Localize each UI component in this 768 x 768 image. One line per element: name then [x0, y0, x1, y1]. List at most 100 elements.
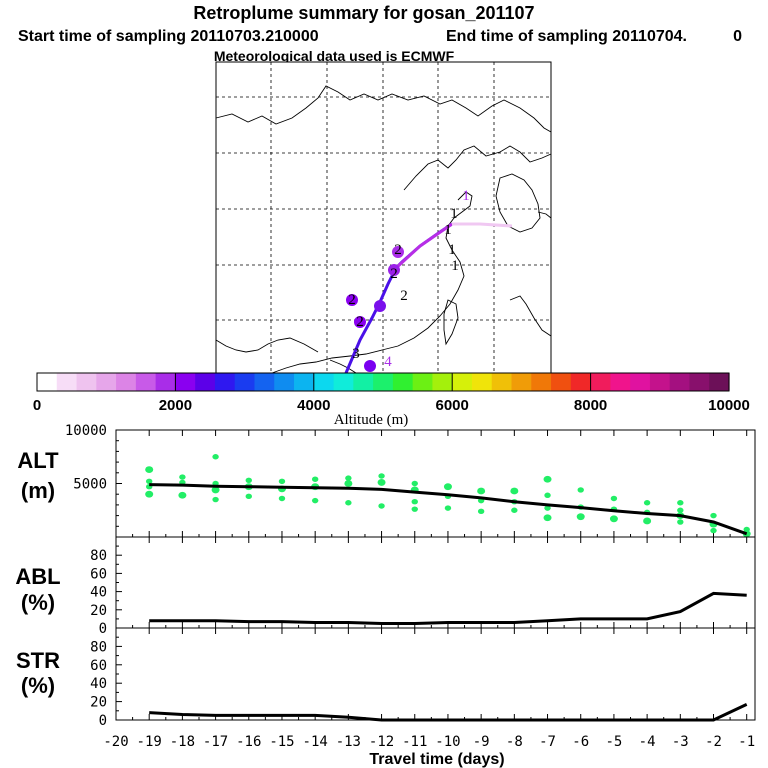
alt-point — [245, 477, 252, 484]
alt-point — [710, 527, 717, 534]
alt-point — [576, 513, 585, 521]
colorbar-cell — [630, 373, 651, 391]
colorbar-tick-label: 4000 — [297, 397, 330, 414]
colorbar-cell — [491, 373, 513, 391]
trajectory-marker — [388, 264, 400, 276]
panel-unit-label: (%) — [21, 590, 55, 615]
alt-point — [411, 480, 418, 487]
colorbar-cell — [709, 373, 730, 391]
x-tick-label: -18 — [170, 734, 195, 750]
colorbar-cell — [432, 373, 453, 391]
panel-label: ALT — [17, 448, 59, 473]
colorbar-cell — [135, 373, 157, 391]
x-tick-label: -9 — [473, 734, 490, 750]
trajectory-point-label: 1 — [450, 206, 458, 222]
colorbar-tick-label: 8000 — [574, 397, 607, 414]
panel-alt: ALT (m) 10000 5000 — [17, 423, 756, 538]
x-tick-label: -6 — [572, 734, 589, 750]
colorbar-cells — [37, 373, 730, 391]
end-time-label: End time of sampling 20110704. — [446, 28, 687, 45]
alt-point — [710, 512, 717, 519]
colorbar-tick-label: 0 — [33, 397, 41, 414]
alt-point — [179, 474, 186, 480]
colorbar-cell — [333, 373, 354, 391]
alt-point — [178, 491, 187, 499]
trajectory-marker — [364, 360, 376, 372]
colorbar-cell — [452, 373, 473, 391]
alt-mean-line — [149, 483, 748, 536]
panel-abl: ABL(%) 0 20 40 60 80 — [15, 536, 756, 637]
trajectory-marker — [354, 316, 366, 328]
x-tick-label: -19 — [137, 734, 162, 750]
colorbar-cell — [590, 373, 611, 391]
trajectory-point-label: 2 — [394, 242, 402, 258]
alt-point — [477, 508, 485, 515]
alt-point — [145, 466, 154, 473]
altitude-colorbar: 0 2000 4000 6000 8000 10000 Altitude (m) — [33, 372, 750, 428]
alt-point — [411, 498, 418, 505]
alt-point — [543, 514, 552, 522]
alt-point — [378, 473, 385, 479]
panel-unit-label: (%) — [21, 673, 55, 698]
trajectory-point-label: 1 — [448, 242, 456, 258]
alt-point — [477, 487, 486, 495]
alt-point — [212, 496, 219, 503]
colorbar-tick-label: 2000 — [159, 397, 192, 414]
alt-point — [378, 503, 385, 509]
colorbar-cell — [175, 373, 196, 391]
colorbar-cell — [195, 373, 216, 391]
alt-point — [443, 483, 452, 491]
x-tick-label: -3 — [672, 734, 689, 750]
colorbar-cell — [669, 373, 691, 391]
alt-point — [211, 486, 220, 494]
alt-point — [311, 497, 319, 504]
panel-label: ABL — [15, 564, 60, 589]
alt-point — [511, 507, 518, 513]
colorbar-cell — [234, 373, 256, 391]
panel-label: STR — [16, 648, 60, 673]
trajectory-point-label: 3 — [352, 346, 360, 362]
colorbar-cell — [471, 373, 493, 391]
colorbar-cell — [254, 373, 275, 391]
trajectory-marker — [346, 294, 358, 306]
alt-point — [510, 487, 519, 495]
colorbar-cell — [155, 373, 176, 391]
x-tick-label: -10 — [435, 734, 460, 750]
alt-point — [677, 500, 684, 506]
colorbar-cell — [116, 373, 137, 391]
colorbar-cell — [274, 373, 295, 391]
colorbar-cell — [531, 373, 552, 391]
alt-point — [245, 493, 252, 500]
map-frame — [215, 61, 552, 374]
trajectory-marker — [392, 246, 404, 258]
time-series-panels: ALT(m)100005000ABL(%)020406080STR(%)0204… — [15, 423, 756, 768]
x-tick-label: -12 — [369, 734, 394, 750]
y-tick-label: 20 — [90, 695, 107, 711]
trajectory-point-label: 1 — [462, 188, 470, 204]
y-tick-label: 60 — [90, 566, 107, 582]
x-tick-label: -16 — [236, 734, 261, 750]
alt-point — [677, 519, 684, 525]
alt-point — [677, 507, 684, 513]
colorbar-cell — [649, 373, 671, 391]
trajectory-point-label: 2 — [400, 288, 408, 304]
figure-title: Retroplume summary for gosan_201107 — [193, 3, 534, 23]
x-tick-label: -13 — [336, 734, 361, 750]
colorbar-cell — [392, 373, 414, 391]
y-tick-label: 80 — [90, 548, 107, 564]
x-tick-label: -2 — [705, 734, 722, 750]
colorbar-cell — [689, 373, 710, 391]
panel-unit-label: (m) — [21, 478, 55, 503]
colorbar-cell — [294, 373, 315, 391]
trajectory-point-label: 2 — [390, 266, 398, 282]
y-tick-label: 20 — [90, 603, 107, 619]
alt-point — [610, 495, 618, 502]
alt-point — [444, 505, 452, 511]
alt-point — [344, 480, 353, 487]
panel-frame — [115, 627, 756, 721]
y-tick-label: 40 — [90, 676, 107, 692]
colorbar-ticks: 0 2000 4000 6000 8000 10000 — [33, 373, 750, 414]
